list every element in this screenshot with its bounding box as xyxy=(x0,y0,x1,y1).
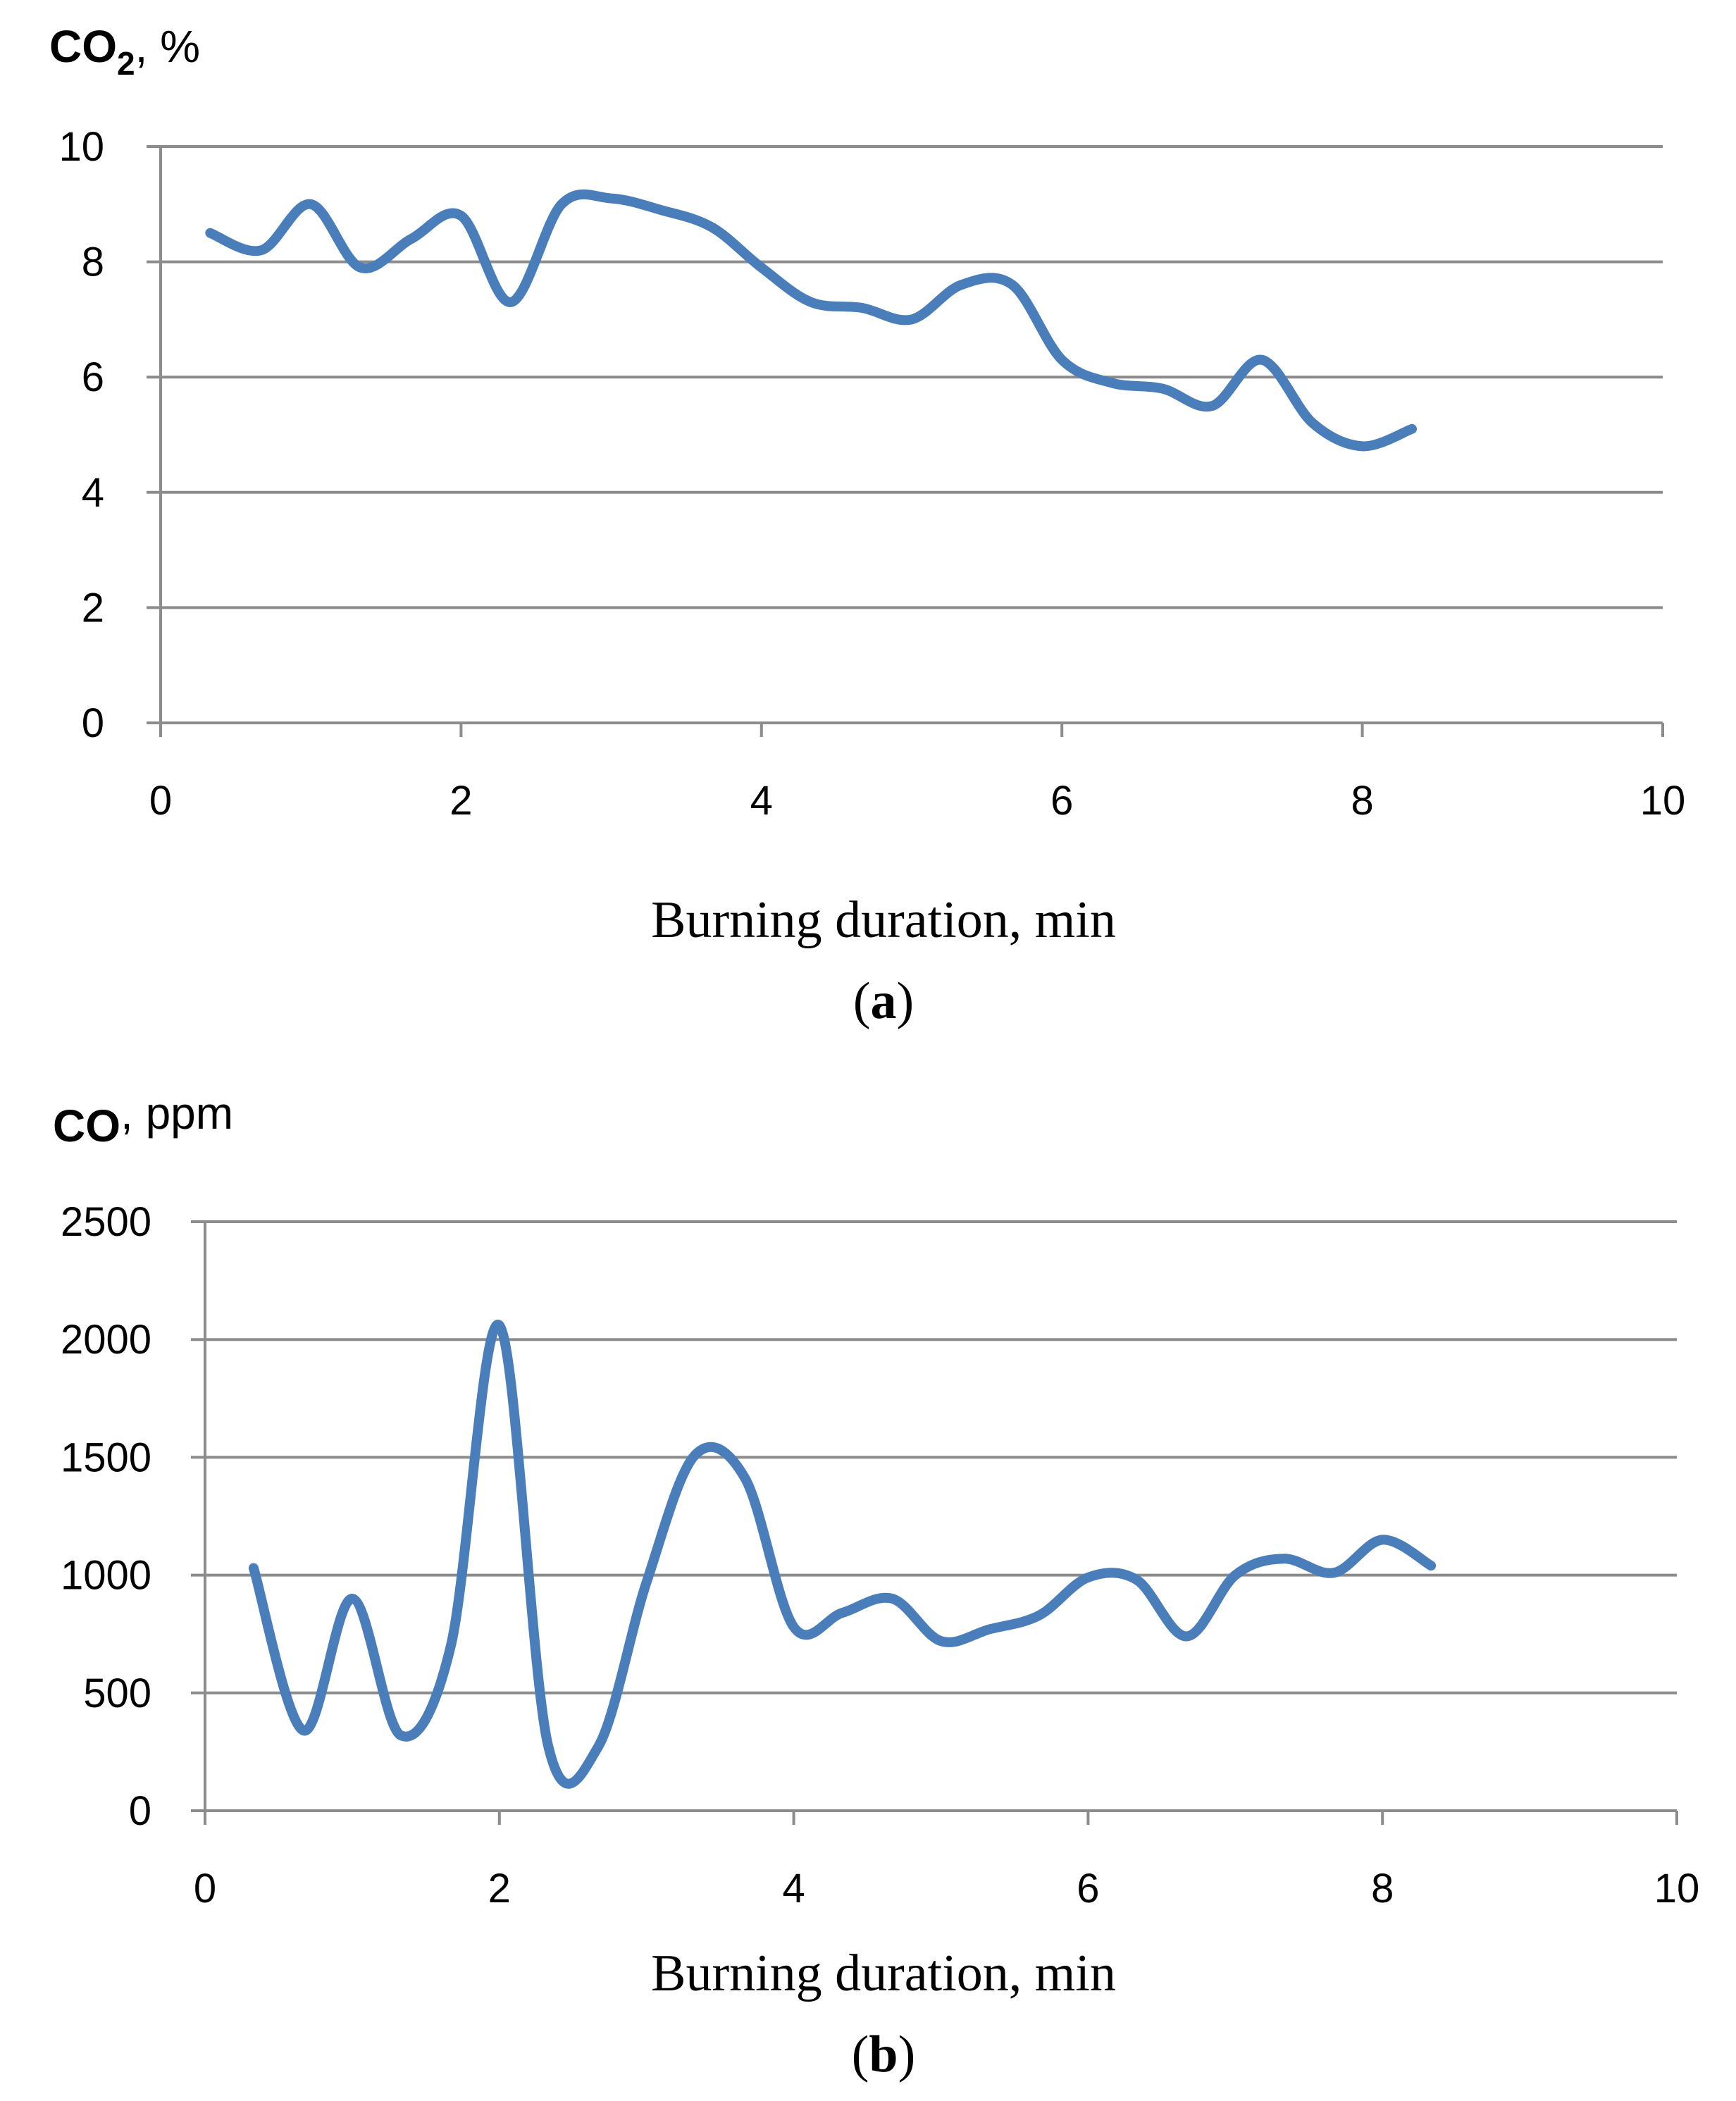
series-line-co xyxy=(248,1320,1437,1789)
y-tick-label: 500 xyxy=(83,1671,151,1716)
y-tick-label: 1000 xyxy=(61,1553,151,1599)
y-tick-labels: 0 2 4 6 8 10 xyxy=(58,124,104,746)
panel-letter: a xyxy=(871,972,897,1030)
panel-label: (b) xyxy=(852,2026,915,2083)
y-tick-label: 2500 xyxy=(61,1199,151,1245)
x-tick-label: 0 xyxy=(149,778,172,824)
panel-label: (a) xyxy=(853,972,914,1030)
x-tick-labels: 0 2 4 6 8 10 xyxy=(194,1866,1699,1911)
y-axis-title-subscript: 2 xyxy=(117,45,135,82)
x-tick-label: 10 xyxy=(1654,1866,1700,1911)
y-tick-labels: 0 500 1000 1500 2000 2500 xyxy=(61,1199,151,1834)
y-tick-label: 8 xyxy=(82,240,104,285)
y-axis-title: CO, ppm xyxy=(53,1088,233,1151)
y-tick-label: 1500 xyxy=(61,1434,151,1480)
x-tick-label: 0 xyxy=(194,1866,216,1911)
x-tick-label: 8 xyxy=(1371,1866,1394,1911)
y-axis-title-unit: , % xyxy=(135,21,200,72)
y-tick-label: 0 xyxy=(82,700,104,746)
y-tick-label: 6 xyxy=(82,354,104,400)
y-axis-title-main: CO xyxy=(53,1101,120,1151)
y-tick-label: 4 xyxy=(82,470,104,516)
axes xyxy=(147,147,1664,737)
x-tick-label: 2 xyxy=(488,1866,511,1911)
gridlines xyxy=(147,145,1663,609)
x-tick-labels: 0 2 4 6 8 10 xyxy=(149,778,1685,824)
y-tick-label: 0 xyxy=(129,1788,151,1834)
panel-letter: b xyxy=(869,2026,898,2083)
x-tick-label: 4 xyxy=(750,778,773,824)
x-tick-label: 6 xyxy=(1050,778,1073,824)
gridlines xyxy=(191,1220,1677,1694)
x-tick-label: 4 xyxy=(782,1866,805,1911)
y-axis-title-unit: , ppm xyxy=(120,1088,233,1139)
x-axis-label: Burning duration, min xyxy=(651,891,1116,949)
y-tick-label: 10 xyxy=(58,124,104,170)
chart-co: CO, ppm 0 500 1000 1500 2000 2500 0 2 4 6 8 10 Bur… xyxy=(53,1088,1699,2083)
y-axis-title: CO2, % xyxy=(49,21,200,82)
x-tick-label: 2 xyxy=(450,778,472,824)
axes xyxy=(191,1222,1678,1825)
series-line-co2 xyxy=(205,189,1417,452)
x-tick-label: 10 xyxy=(1640,778,1686,824)
x-tick-label: 6 xyxy=(1077,1866,1099,1911)
x-tick-label: 8 xyxy=(1351,778,1373,824)
y-tick-label: 2 xyxy=(82,585,104,631)
y-tick-label: 2000 xyxy=(61,1317,151,1363)
x-axis-label: Burning duration, min xyxy=(651,1945,1116,2002)
y-axis-title-main: CO xyxy=(49,21,117,72)
